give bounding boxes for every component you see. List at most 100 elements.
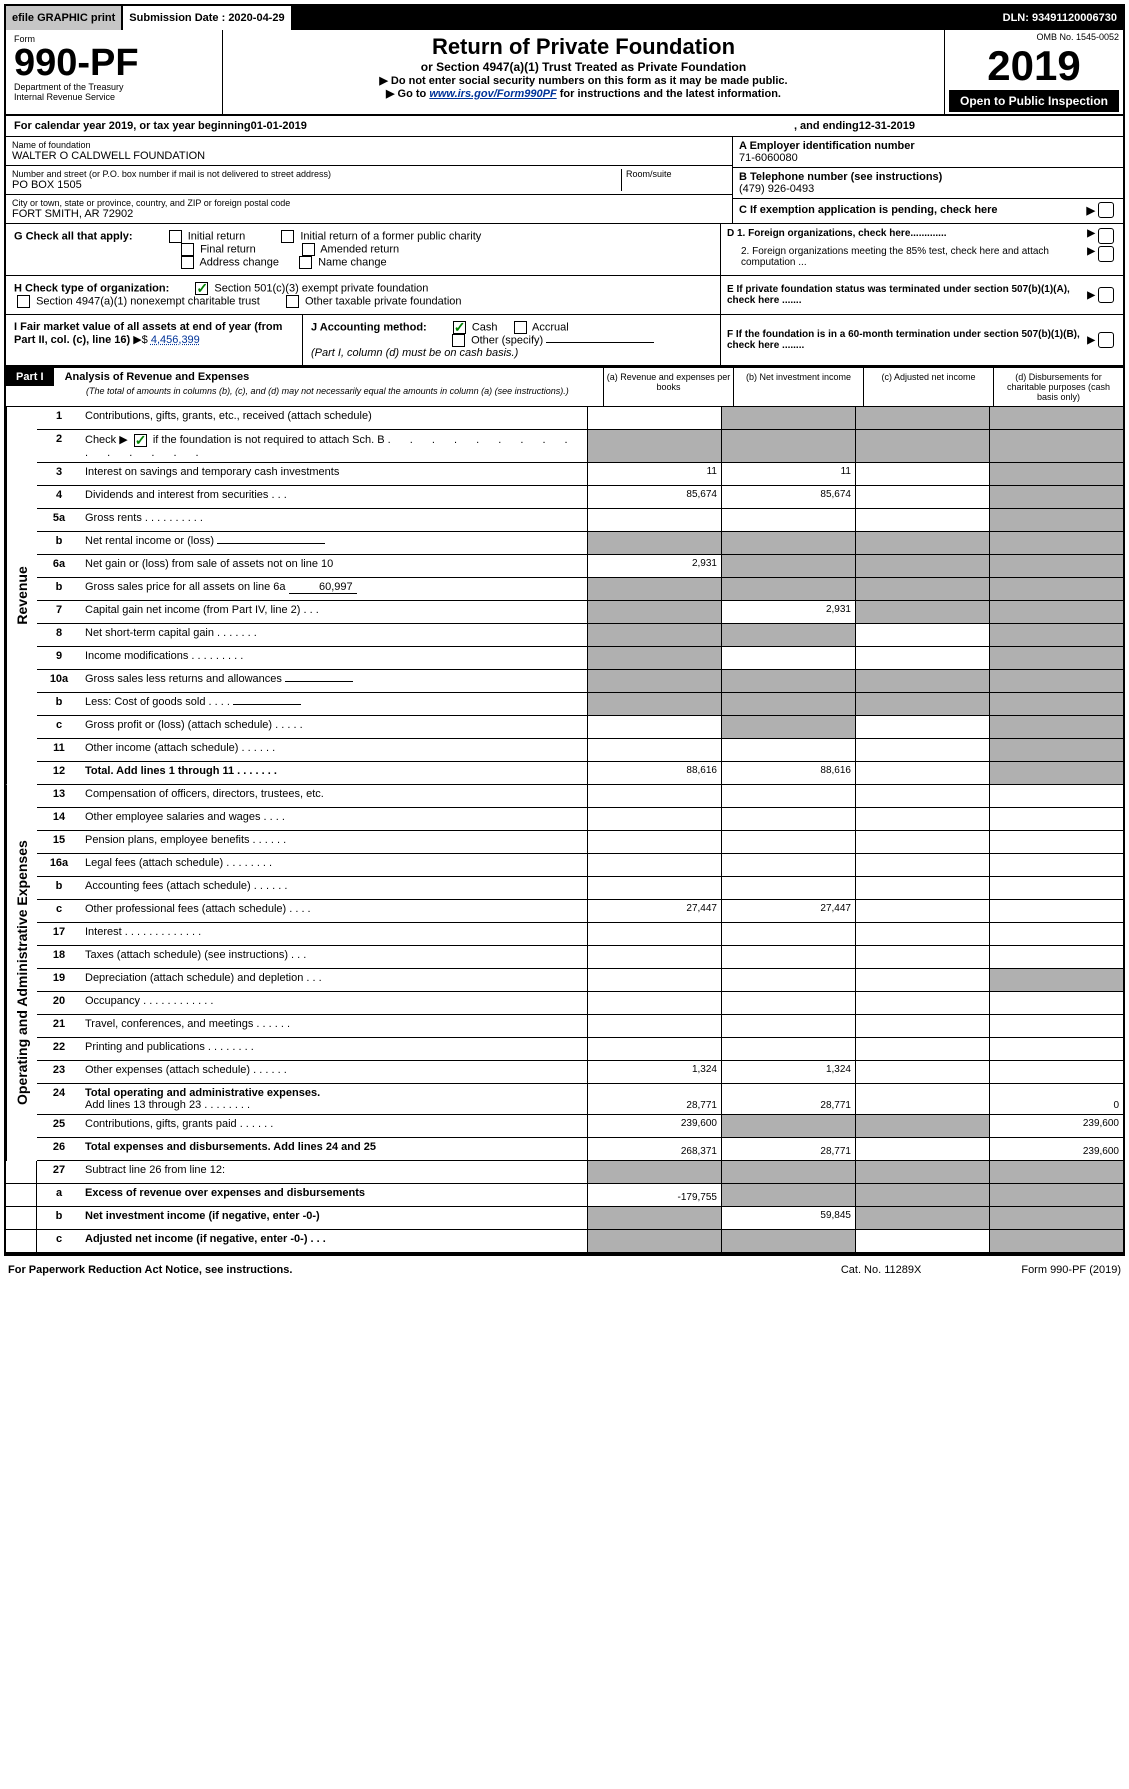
line-2-pre: Check ▶ xyxy=(85,434,128,446)
line-desc: Accounting fees (attach schedule) . . . … xyxy=(81,877,587,899)
h-opt3: Other taxable private foundation xyxy=(305,295,462,307)
line-26: 26 Total expenses and disbursements. Add… xyxy=(37,1138,1123,1161)
line-13: 13 Compensation of officers, directors, … xyxy=(37,785,1123,808)
g-amended-checkbox[interactable] xyxy=(302,243,315,256)
line-num: 16a xyxy=(37,854,81,876)
line-10a-input[interactable] xyxy=(285,681,353,682)
line-desc: Dividends and interest from securities .… xyxy=(81,486,587,508)
d2-checkbox[interactable] xyxy=(1098,246,1114,262)
footer-left: For Paperwork Reduction Act Notice, see … xyxy=(8,1264,292,1276)
amt-b xyxy=(721,430,855,462)
amt-a xyxy=(587,785,721,807)
j-other-input[interactable] xyxy=(546,342,654,343)
amt-d xyxy=(989,1161,1123,1183)
amt-c xyxy=(855,854,989,876)
line-num: b xyxy=(37,532,81,554)
amt-c xyxy=(855,647,989,669)
amt-d: 239,600 xyxy=(989,1115,1123,1137)
line-5b-input[interactable] xyxy=(217,543,325,544)
amt-c xyxy=(855,555,989,577)
line-desc: Gross profit or (loss) (attach schedule)… xyxy=(81,716,587,738)
g-initial-checkbox[interactable] xyxy=(169,230,182,243)
amt-d xyxy=(989,693,1123,715)
line-10b-input[interactable] xyxy=(233,704,301,705)
e-right: E If private foundation status was termi… xyxy=(720,276,1123,314)
amt-c xyxy=(855,785,989,807)
e-checkbox[interactable] xyxy=(1098,287,1114,303)
g-addr-checkbox[interactable] xyxy=(181,256,194,269)
header-block: Form 990-PF Department of the Treasury I… xyxy=(6,30,1123,116)
j-accrual-checkbox[interactable] xyxy=(514,321,527,334)
h-other-checkbox[interactable] xyxy=(286,295,299,308)
amt-d xyxy=(989,670,1123,692)
arrow-icon: ▶ xyxy=(1087,335,1095,346)
instr2-post: for instructions and the latest informat… xyxy=(560,88,781,100)
info-right: A Employer identification number 71-6060… xyxy=(732,137,1123,223)
check-section-h: H Check type of organization: Section 50… xyxy=(6,276,1123,315)
part1-header-row: Part I Analysis of Revenue and Expenses … xyxy=(6,367,1123,407)
line-desc: Interest . . . . . . . . . . . . . xyxy=(81,923,587,945)
line-desc: Subtract line 26 from line 12: xyxy=(81,1161,587,1183)
g-name-checkbox[interactable] xyxy=(299,256,312,269)
amt-c xyxy=(855,1184,989,1206)
c-checkbox[interactable] xyxy=(1098,202,1114,218)
line-desc: Adjusted net income (if negative, enter … xyxy=(81,1230,587,1252)
line-num: 27 xyxy=(37,1161,81,1183)
line-5b-text: Net rental income or (loss) xyxy=(85,535,214,547)
h-4947-checkbox[interactable] xyxy=(17,295,30,308)
line-10c: c Gross profit or (loss) (attach schedul… xyxy=(37,716,1123,739)
line-17: 17 Interest . . . . . . . . . . . . . xyxy=(37,923,1123,946)
amt-d xyxy=(989,831,1123,853)
d2-label: 2. Foreign organizations meeting the 85%… xyxy=(727,246,1087,268)
line-24-text: Total operating and administrative expen… xyxy=(85,1087,320,1099)
line-desc: Other income (attach schedule) . . . . .… xyxy=(81,739,587,761)
line-24-sub: Add lines 13 through 23 . . . . . . . . xyxy=(85,1099,250,1111)
irs-label: Internal Revenue Service xyxy=(14,92,214,102)
line-16b: b Accounting fees (attach schedule) . . … xyxy=(37,877,1123,900)
h-501c3-checkbox[interactable] xyxy=(195,282,208,295)
amt-d xyxy=(989,992,1123,1014)
addr-label: Number and street (or P.O. box number if… xyxy=(12,169,621,179)
amt-c xyxy=(855,486,989,508)
line-5a: 5a Gross rents . . . . . . . . . . xyxy=(37,509,1123,532)
amt-a xyxy=(587,670,721,692)
line-num: 3 xyxy=(37,463,81,485)
col-b-header: (b) Net investment income xyxy=(733,368,863,406)
irs-link[interactable]: www.irs.gov/Form990PF xyxy=(429,88,556,100)
line-9: 9 Income modifications . . . . . . . . . xyxy=(37,647,1123,670)
info-block: Name of foundation WALTER O CALDWELL FOU… xyxy=(6,137,1123,224)
j-other-checkbox[interactable] xyxy=(452,334,465,347)
amt-b xyxy=(721,877,855,899)
room-label: Room/suite xyxy=(626,169,726,179)
year-end: 12-31-2019 xyxy=(859,120,915,132)
g-initial-former-checkbox[interactable] xyxy=(281,230,294,243)
d1-checkbox[interactable] xyxy=(1098,228,1114,244)
amt-a xyxy=(587,716,721,738)
f-checkbox[interactable] xyxy=(1098,332,1114,348)
revenue-side-label: Revenue xyxy=(6,407,37,785)
line-desc: Excess of revenue over expenses and disb… xyxy=(81,1184,587,1206)
line-desc: Other employee salaries and wages . . . … xyxy=(81,808,587,830)
spacer xyxy=(6,1161,37,1183)
amt-b: 28,771 xyxy=(721,1084,855,1114)
amt-b xyxy=(721,407,855,429)
line-2-checkbox[interactable] xyxy=(134,434,147,447)
line-6b-text: Gross sales price for all assets on line… xyxy=(85,581,286,593)
amt-c xyxy=(855,969,989,991)
j-cash-checkbox[interactable] xyxy=(453,321,466,334)
line-num: 14 xyxy=(37,808,81,830)
line-num: 24 xyxy=(37,1084,81,1114)
g-final-checkbox[interactable] xyxy=(181,243,194,256)
check-section-g: G Check all that apply: Initial return I… xyxy=(6,224,1123,276)
line-desc: Capital gain net income (from Part IV, l… xyxy=(81,601,587,623)
line-27c: c Adjusted net income (if negative, ente… xyxy=(6,1230,1123,1254)
amt-a xyxy=(587,877,721,899)
amt-a: 2,931 xyxy=(587,555,721,577)
amt-a xyxy=(587,1207,721,1229)
amt-d xyxy=(989,601,1123,623)
amt-d xyxy=(989,555,1123,577)
amt-d xyxy=(989,946,1123,968)
h-label: H Check type of organization: xyxy=(14,282,169,294)
i-value[interactable]: 4,456,399 xyxy=(151,334,200,346)
line-6b: b Gross sales price for all assets on li… xyxy=(37,578,1123,601)
